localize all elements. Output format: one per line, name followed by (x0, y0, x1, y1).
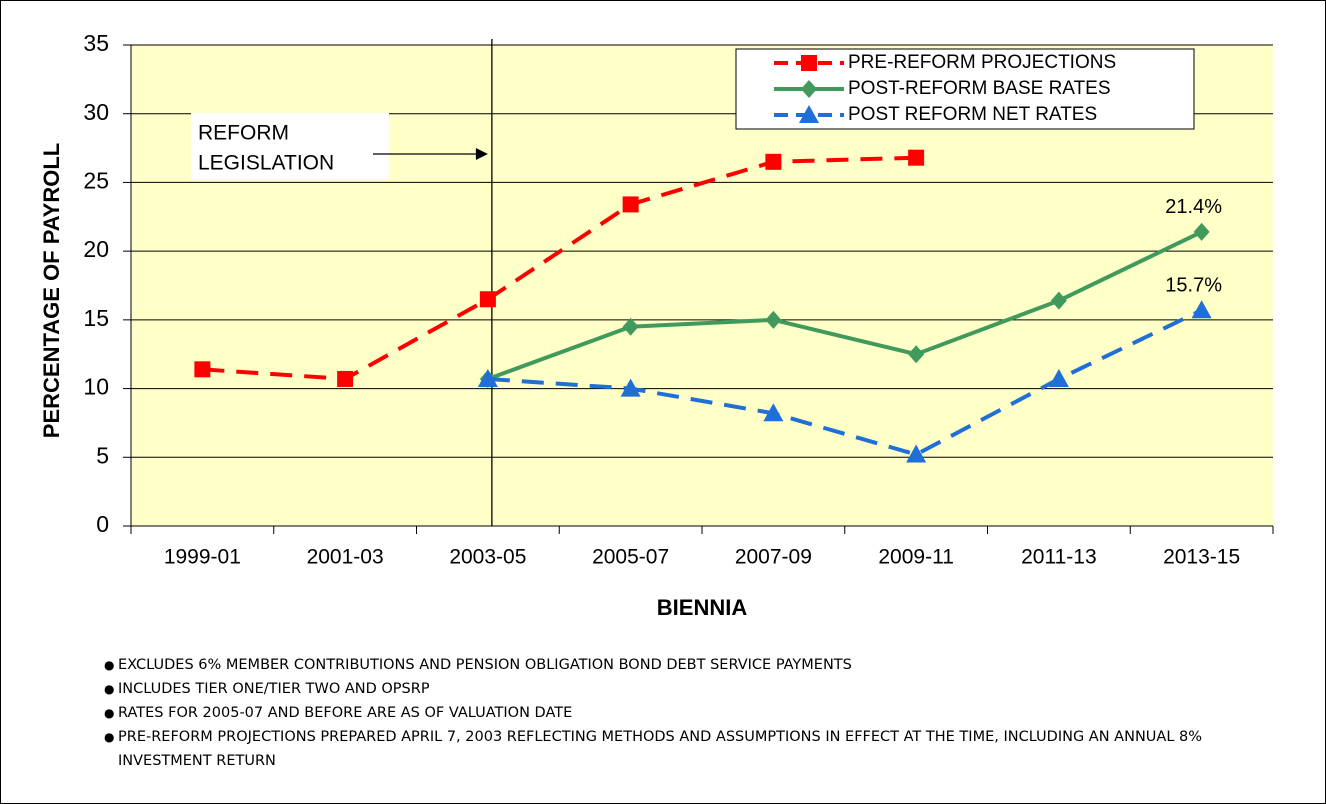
series-line (487, 308, 1203, 457)
legend-label: POST REFORM NET RATES (848, 104, 1097, 125)
y-tick-label: 30 (83, 99, 109, 125)
legend: PRE-REFORM PROJECTIONS POST-REFORM BASE R… (735, 48, 1195, 130)
y-tick-label: 0 (96, 511, 109, 537)
x-axis-label: BIENNIA (657, 595, 748, 620)
x-tick-label: 1999-01 (164, 546, 241, 569)
x-tick-label: 2005-07 (592, 546, 669, 569)
data-point (765, 310, 782, 329)
series-line (202, 155, 917, 381)
series-line (487, 230, 1203, 381)
data-point (1050, 291, 1067, 310)
data-point (194, 361, 211, 378)
data-point (477, 368, 498, 387)
data-point (1191, 300, 1212, 319)
x-tick-label: 2007-09 (735, 546, 812, 569)
x-tick-label: 2001-03 (307, 546, 384, 569)
y-tick-label: 10 (83, 374, 109, 400)
note: RATES FOR 2005-07 AND BEFORE ARE AS OF V… (104, 701, 1214, 725)
data-point (908, 345, 925, 364)
annotation: REFORM (198, 122, 289, 145)
data-point (763, 403, 784, 422)
y-axis-label: PERCENTAGE OF PAYROLL (39, 143, 64, 438)
y-tick-label: 20 (83, 236, 109, 262)
data-point (1048, 368, 1069, 387)
data-point (1193, 222, 1210, 241)
chart: 0 5 10 15 20 25 30 35 1999-01 2001-03 2003-05 2005-… (39, 30, 1274, 620)
data-point (765, 153, 782, 170)
arrow-head (475, 148, 488, 160)
y-tick-label: 25 (83, 168, 109, 194)
data-point (622, 196, 639, 213)
annotation: LEGISLATION (198, 152, 334, 175)
legend-label: POST-REFORM BASE RATES (848, 78, 1111, 99)
legend-marker (799, 105, 819, 123)
note: INCLUDES TIER ONE/TIER TWO AND OPSRP (104, 677, 1214, 701)
x-tick-label: 2003-05 (449, 546, 526, 569)
data-point (906, 444, 927, 463)
x-tick-label: 2011-13 (1021, 546, 1097, 569)
value-label: 21.4% (1165, 196, 1222, 218)
y-tick-label: 15 (83, 305, 109, 331)
y-tick-label: 5 (96, 442, 109, 468)
data-point (479, 291, 496, 308)
y-tick-label: 35 (83, 30, 109, 56)
data-point (337, 370, 354, 387)
legend-marker (801, 55, 817, 71)
value-label: 15.7% (1165, 275, 1222, 297)
note: EXCLUDES 6% MEMBER CONTRIBUTIONS AND PEN… (104, 653, 1214, 677)
data-point (908, 149, 925, 166)
annotation-bg (191, 113, 389, 179)
x-tick-label: 2013-15 (1163, 546, 1240, 569)
legend-label: PRE-REFORM PROJECTIONS (848, 52, 1116, 73)
legend-marker (801, 80, 817, 98)
note: PRE-REFORM PROJECTIONS PREPARED APRIL 7,… (104, 725, 1214, 773)
x-tick-label: 2009-11 (878, 546, 954, 569)
data-point (622, 317, 639, 336)
notes: EXCLUDES 6% MEMBER CONTRIBUTIONS AND PEN… (104, 653, 1214, 773)
data-point (620, 378, 641, 397)
